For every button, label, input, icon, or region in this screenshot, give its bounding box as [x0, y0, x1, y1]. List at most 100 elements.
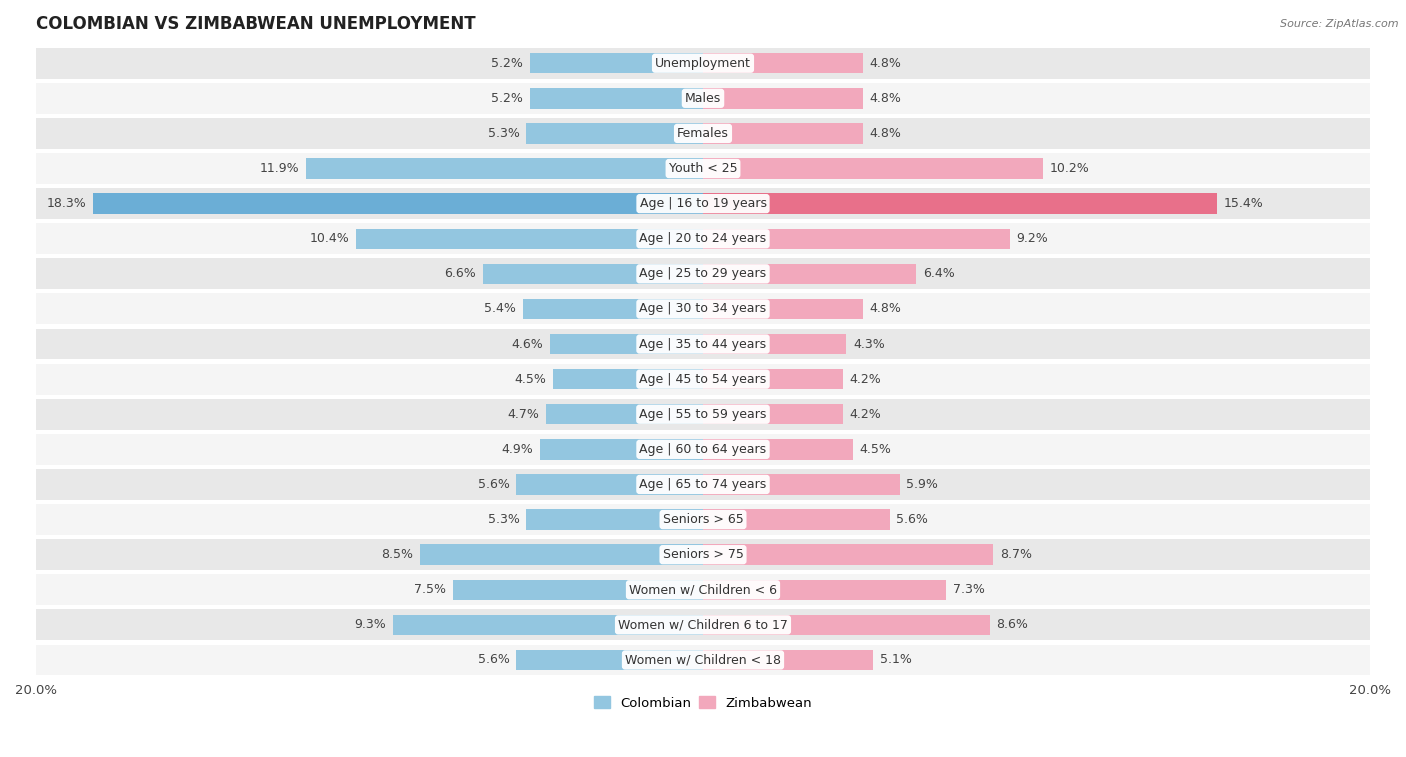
Bar	[703, 544, 993, 565]
Bar	[37, 294, 1369, 325]
Text: Age | 35 to 44 years: Age | 35 to 44 years	[640, 338, 766, 350]
Bar	[93, 194, 703, 213]
Text: 9.3%: 9.3%	[354, 618, 387, 631]
Bar	[37, 575, 1369, 605]
Text: Youth < 25: Youth < 25	[669, 162, 737, 175]
Bar	[37, 363, 1369, 394]
Text: Females: Females	[678, 127, 728, 140]
Bar	[419, 544, 703, 565]
Bar	[703, 615, 990, 635]
Text: 5.1%: 5.1%	[880, 653, 911, 666]
Text: Women w/ Children < 6: Women w/ Children < 6	[628, 583, 778, 597]
Text: 4.8%: 4.8%	[870, 303, 901, 316]
Bar	[530, 53, 703, 73]
Bar	[703, 88, 863, 108]
Text: 4.3%: 4.3%	[853, 338, 884, 350]
Text: Age | 45 to 54 years: Age | 45 to 54 years	[640, 372, 766, 385]
Text: Women w/ Children < 18: Women w/ Children < 18	[626, 653, 780, 666]
Bar	[703, 580, 946, 600]
Bar	[703, 123, 863, 144]
Text: 8.6%: 8.6%	[997, 618, 1028, 631]
Bar	[703, 439, 853, 459]
Bar	[703, 194, 1216, 213]
Bar	[453, 580, 703, 600]
Bar	[37, 258, 1369, 289]
Text: 6.6%: 6.6%	[444, 267, 477, 280]
Text: 5.6%: 5.6%	[478, 653, 509, 666]
Legend: Colombian, Zimbabwean: Colombian, Zimbabwean	[589, 691, 817, 715]
Bar	[37, 504, 1369, 535]
Text: 10.4%: 10.4%	[309, 232, 350, 245]
Bar	[307, 158, 703, 179]
Text: Age | 20 to 24 years: Age | 20 to 24 years	[640, 232, 766, 245]
Bar	[37, 329, 1369, 360]
Text: 5.6%: 5.6%	[897, 513, 928, 526]
Bar	[703, 650, 873, 670]
Text: 4.8%: 4.8%	[870, 127, 901, 140]
Text: Age | 60 to 64 years: Age | 60 to 64 years	[640, 443, 766, 456]
Text: 18.3%: 18.3%	[46, 197, 86, 210]
Bar	[37, 188, 1369, 219]
Text: 5.3%: 5.3%	[488, 513, 520, 526]
Text: 5.4%: 5.4%	[484, 303, 516, 316]
Bar	[540, 439, 703, 459]
Text: Source: ZipAtlas.com: Source: ZipAtlas.com	[1281, 19, 1399, 29]
Text: Age | 25 to 29 years: Age | 25 to 29 years	[640, 267, 766, 280]
Bar	[703, 229, 1010, 249]
Text: COLOMBIAN VS ZIMBABWEAN UNEMPLOYMENT: COLOMBIAN VS ZIMBABWEAN UNEMPLOYMENT	[37, 15, 475, 33]
Bar	[37, 223, 1369, 254]
Bar	[37, 434, 1369, 465]
Bar	[523, 299, 703, 319]
Bar	[703, 369, 844, 389]
Bar	[530, 88, 703, 108]
Bar	[526, 123, 703, 144]
Bar	[703, 158, 1043, 179]
Text: 5.9%: 5.9%	[907, 478, 938, 491]
Bar	[553, 369, 703, 389]
Text: 4.9%: 4.9%	[501, 443, 533, 456]
Bar	[37, 469, 1369, 500]
Bar	[703, 404, 844, 425]
Text: Age | 65 to 74 years: Age | 65 to 74 years	[640, 478, 766, 491]
Bar	[547, 404, 703, 425]
Text: 10.2%: 10.2%	[1050, 162, 1090, 175]
Bar	[703, 263, 917, 284]
Bar	[703, 299, 863, 319]
Text: 15.4%: 15.4%	[1223, 197, 1263, 210]
Text: Age | 16 to 19 years: Age | 16 to 19 years	[640, 197, 766, 210]
Bar	[37, 399, 1369, 430]
Text: 5.3%: 5.3%	[488, 127, 520, 140]
Bar	[703, 53, 863, 73]
Text: Seniors > 65: Seniors > 65	[662, 513, 744, 526]
Bar	[703, 334, 846, 354]
Text: 4.2%: 4.2%	[849, 372, 882, 385]
Bar	[37, 118, 1369, 149]
Text: 4.8%: 4.8%	[870, 92, 901, 104]
Text: 5.2%: 5.2%	[491, 57, 523, 70]
Bar	[356, 229, 703, 249]
Bar	[37, 609, 1369, 640]
Text: Unemployment: Unemployment	[655, 57, 751, 70]
Bar	[703, 509, 890, 530]
Bar	[482, 263, 703, 284]
Bar	[526, 509, 703, 530]
Bar	[37, 83, 1369, 114]
Text: 9.2%: 9.2%	[1017, 232, 1049, 245]
Bar	[37, 153, 1369, 184]
Bar	[550, 334, 703, 354]
Text: 7.5%: 7.5%	[415, 583, 446, 597]
Text: 8.5%: 8.5%	[381, 548, 413, 561]
Text: Seniors > 75: Seniors > 75	[662, 548, 744, 561]
Text: 4.5%: 4.5%	[515, 372, 547, 385]
Text: 5.2%: 5.2%	[491, 92, 523, 104]
Text: Age | 30 to 34 years: Age | 30 to 34 years	[640, 303, 766, 316]
Bar	[516, 650, 703, 670]
Bar	[703, 475, 900, 494]
Text: 4.5%: 4.5%	[859, 443, 891, 456]
Bar	[516, 475, 703, 494]
Text: Males: Males	[685, 92, 721, 104]
Text: 6.4%: 6.4%	[924, 267, 955, 280]
Text: 7.3%: 7.3%	[953, 583, 986, 597]
Text: 4.8%: 4.8%	[870, 57, 901, 70]
Text: 4.2%: 4.2%	[849, 408, 882, 421]
